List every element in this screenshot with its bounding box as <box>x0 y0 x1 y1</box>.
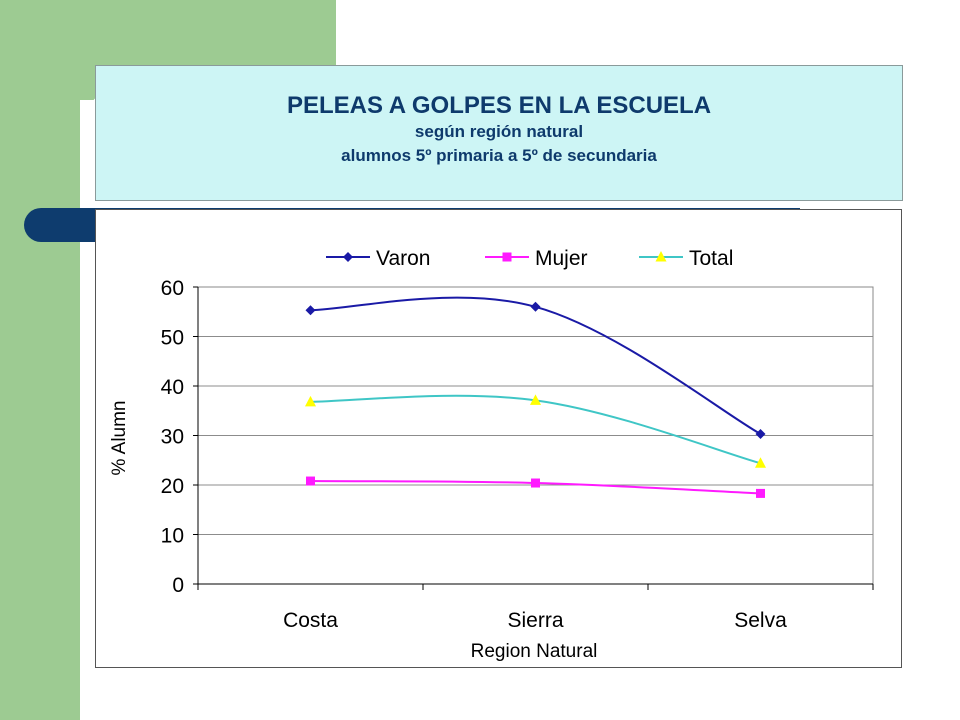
y-tick-label: 20 <box>161 475 184 498</box>
y-tick-label: 30 <box>161 426 184 449</box>
data-point-total <box>530 394 541 405</box>
legend-marker-varon <box>343 252 353 262</box>
y-tick-label: 60 <box>161 277 184 300</box>
title-box: PELEAS A GOLPES EN LA ESCUELA según regi… <box>95 65 903 201</box>
data-point-total <box>305 395 316 407</box>
data-point-total <box>755 457 766 468</box>
legend: Varon Mujer Total <box>326 247 733 270</box>
y-axis-label: % Alumn <box>109 401 130 476</box>
data-point-varon <box>755 429 766 440</box>
series-line-total <box>310 394 761 465</box>
x-tick-label: Sierra <box>507 609 563 632</box>
gridlines <box>198 286 873 535</box>
y-tick-label: 0 <box>172 574 184 597</box>
chart-subtitle-1: según región natural <box>414 122 584 141</box>
left-green-band <box>0 0 80 720</box>
y-tick-label: 40 <box>161 376 184 399</box>
series-lines <box>305 296 766 498</box>
chart-subtitle-2: alumnos 5º primaria a 5º de secundaria <box>341 146 657 165</box>
y-tick-label: 50 <box>161 327 184 350</box>
data-point-mujer <box>756 488 765 498</box>
x-axis-label: Region Natural <box>471 641 598 662</box>
x-tick-label: Selva <box>734 609 787 632</box>
line-chart: 0 10 20 30 40 50 60 Costa Sierra Selva Varon Muje… <box>109 247 874 662</box>
series-line-varon <box>310 296 761 435</box>
axes <box>193 286 874 590</box>
data-point-varon <box>530 301 541 312</box>
y-tick-label: 10 <box>161 525 184 548</box>
x-tick-label: Costa <box>283 609 338 632</box>
y-tick-labels: 0 10 20 30 40 50 60 <box>161 277 184 597</box>
legend-marker-mujer <box>502 252 512 262</box>
data-point-mujer <box>306 476 315 486</box>
x-tick-labels: Costa Sierra Selva <box>283 609 787 632</box>
legend-marker-total <box>655 251 667 262</box>
legend-label-total: Total <box>689 247 733 270</box>
data-point-varon <box>305 305 316 316</box>
legend-label-mujer: Mujer <box>535 247 588 270</box>
chart-area: 0 10 20 30 40 50 60 Costa Sierra Selva Varon Muje… <box>95 209 902 668</box>
legend-label-varon: Varon <box>376 247 430 270</box>
chart-title: PELEAS A GOLPES EN LA ESCUELA <box>286 92 712 119</box>
data-point-mujer <box>531 478 540 488</box>
